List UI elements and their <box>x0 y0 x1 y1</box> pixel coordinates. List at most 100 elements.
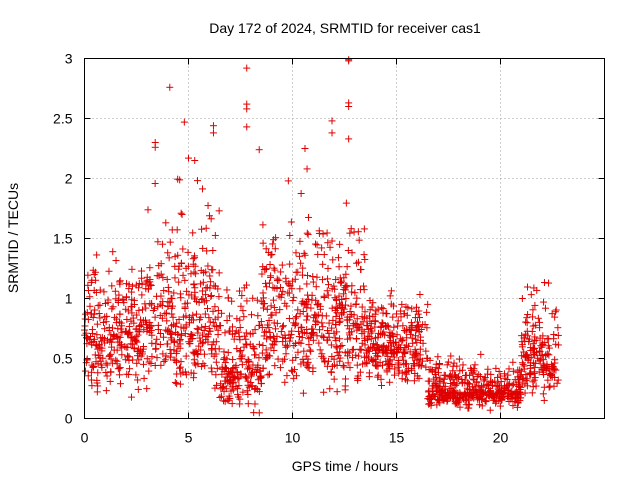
data-point <box>253 296 261 304</box>
data-point <box>89 363 97 371</box>
data-point <box>181 276 189 284</box>
data-point <box>235 287 243 295</box>
data-point <box>195 342 203 350</box>
data-point <box>270 334 278 342</box>
data-point <box>300 347 308 355</box>
data-point <box>123 280 131 288</box>
data-point <box>336 342 344 350</box>
data-point <box>116 310 124 318</box>
data-point <box>386 337 394 345</box>
data-point <box>365 354 373 362</box>
y-tick-label: 2.5 <box>53 111 73 127</box>
data-point <box>554 324 562 332</box>
data-point <box>234 393 242 401</box>
x-axis-label: GPS time / hours <box>292 458 399 474</box>
data-point <box>101 313 109 321</box>
data-point <box>159 274 167 282</box>
data-point <box>233 315 241 323</box>
data-point <box>178 210 186 218</box>
data-point <box>319 276 327 284</box>
data-point <box>235 382 243 390</box>
data-point <box>285 314 293 322</box>
x-tick-label: 20 <box>493 430 509 446</box>
data-point <box>161 310 169 318</box>
data-point <box>259 239 267 247</box>
data-point <box>292 268 300 276</box>
data-point <box>135 356 143 364</box>
data-point <box>248 371 256 379</box>
data-point <box>163 275 171 283</box>
data-point <box>337 279 345 287</box>
data-point <box>272 325 280 333</box>
data-point <box>320 388 328 396</box>
data-point <box>423 308 431 316</box>
data-point <box>296 237 304 245</box>
data-point <box>540 298 548 306</box>
data-point <box>128 288 136 296</box>
data-point <box>414 318 422 326</box>
data-point <box>241 332 249 340</box>
data-point <box>152 345 160 353</box>
data-point <box>97 334 105 342</box>
data-point <box>224 294 232 302</box>
data-point <box>128 296 136 304</box>
data-point <box>313 318 321 326</box>
data-point <box>228 330 236 338</box>
data-point <box>261 328 269 336</box>
data-point <box>290 342 298 350</box>
data-point <box>157 361 165 369</box>
data-point <box>204 202 212 210</box>
data-point <box>265 279 273 287</box>
data-point <box>298 324 306 332</box>
data-point <box>367 320 375 328</box>
data-point <box>341 375 349 383</box>
data-point <box>336 335 344 343</box>
data-point <box>324 357 332 365</box>
data-point <box>93 251 101 259</box>
y-tick-label: 0 <box>65 411 73 427</box>
data-point <box>237 302 245 310</box>
data-point <box>237 370 245 378</box>
data-point <box>324 275 332 283</box>
data-point <box>318 312 326 320</box>
data-point <box>358 313 366 321</box>
data-point <box>116 364 124 372</box>
data-point <box>225 327 233 335</box>
data-point <box>263 305 271 313</box>
data-point <box>296 252 304 260</box>
data-point <box>112 257 120 265</box>
data-point <box>554 331 562 339</box>
data-point <box>346 229 354 237</box>
data-point <box>347 225 355 233</box>
data-point <box>181 305 189 313</box>
data-point <box>191 348 199 356</box>
data-point <box>281 355 289 363</box>
data-point <box>374 353 382 361</box>
data-point <box>282 274 290 282</box>
data-point <box>534 314 542 322</box>
data-point <box>272 309 280 317</box>
data-point <box>173 370 181 378</box>
data-point <box>227 387 235 395</box>
data-point <box>356 345 364 353</box>
data-point <box>187 369 195 377</box>
data-point <box>100 288 108 296</box>
data-point <box>125 329 133 337</box>
data-point <box>353 294 361 302</box>
data-point <box>211 315 219 323</box>
data-point <box>269 284 277 292</box>
data-point <box>288 366 296 374</box>
data-point <box>279 357 287 365</box>
data-point <box>162 219 170 227</box>
data-point <box>281 299 289 307</box>
data-point <box>310 314 318 322</box>
data-point <box>108 282 116 290</box>
data-point <box>207 364 215 372</box>
data-point <box>294 348 302 356</box>
data-point <box>168 329 176 337</box>
data-point <box>411 314 419 322</box>
data-point <box>399 322 407 330</box>
data-point <box>295 327 303 335</box>
data-point <box>353 259 361 267</box>
data-point <box>380 349 388 357</box>
